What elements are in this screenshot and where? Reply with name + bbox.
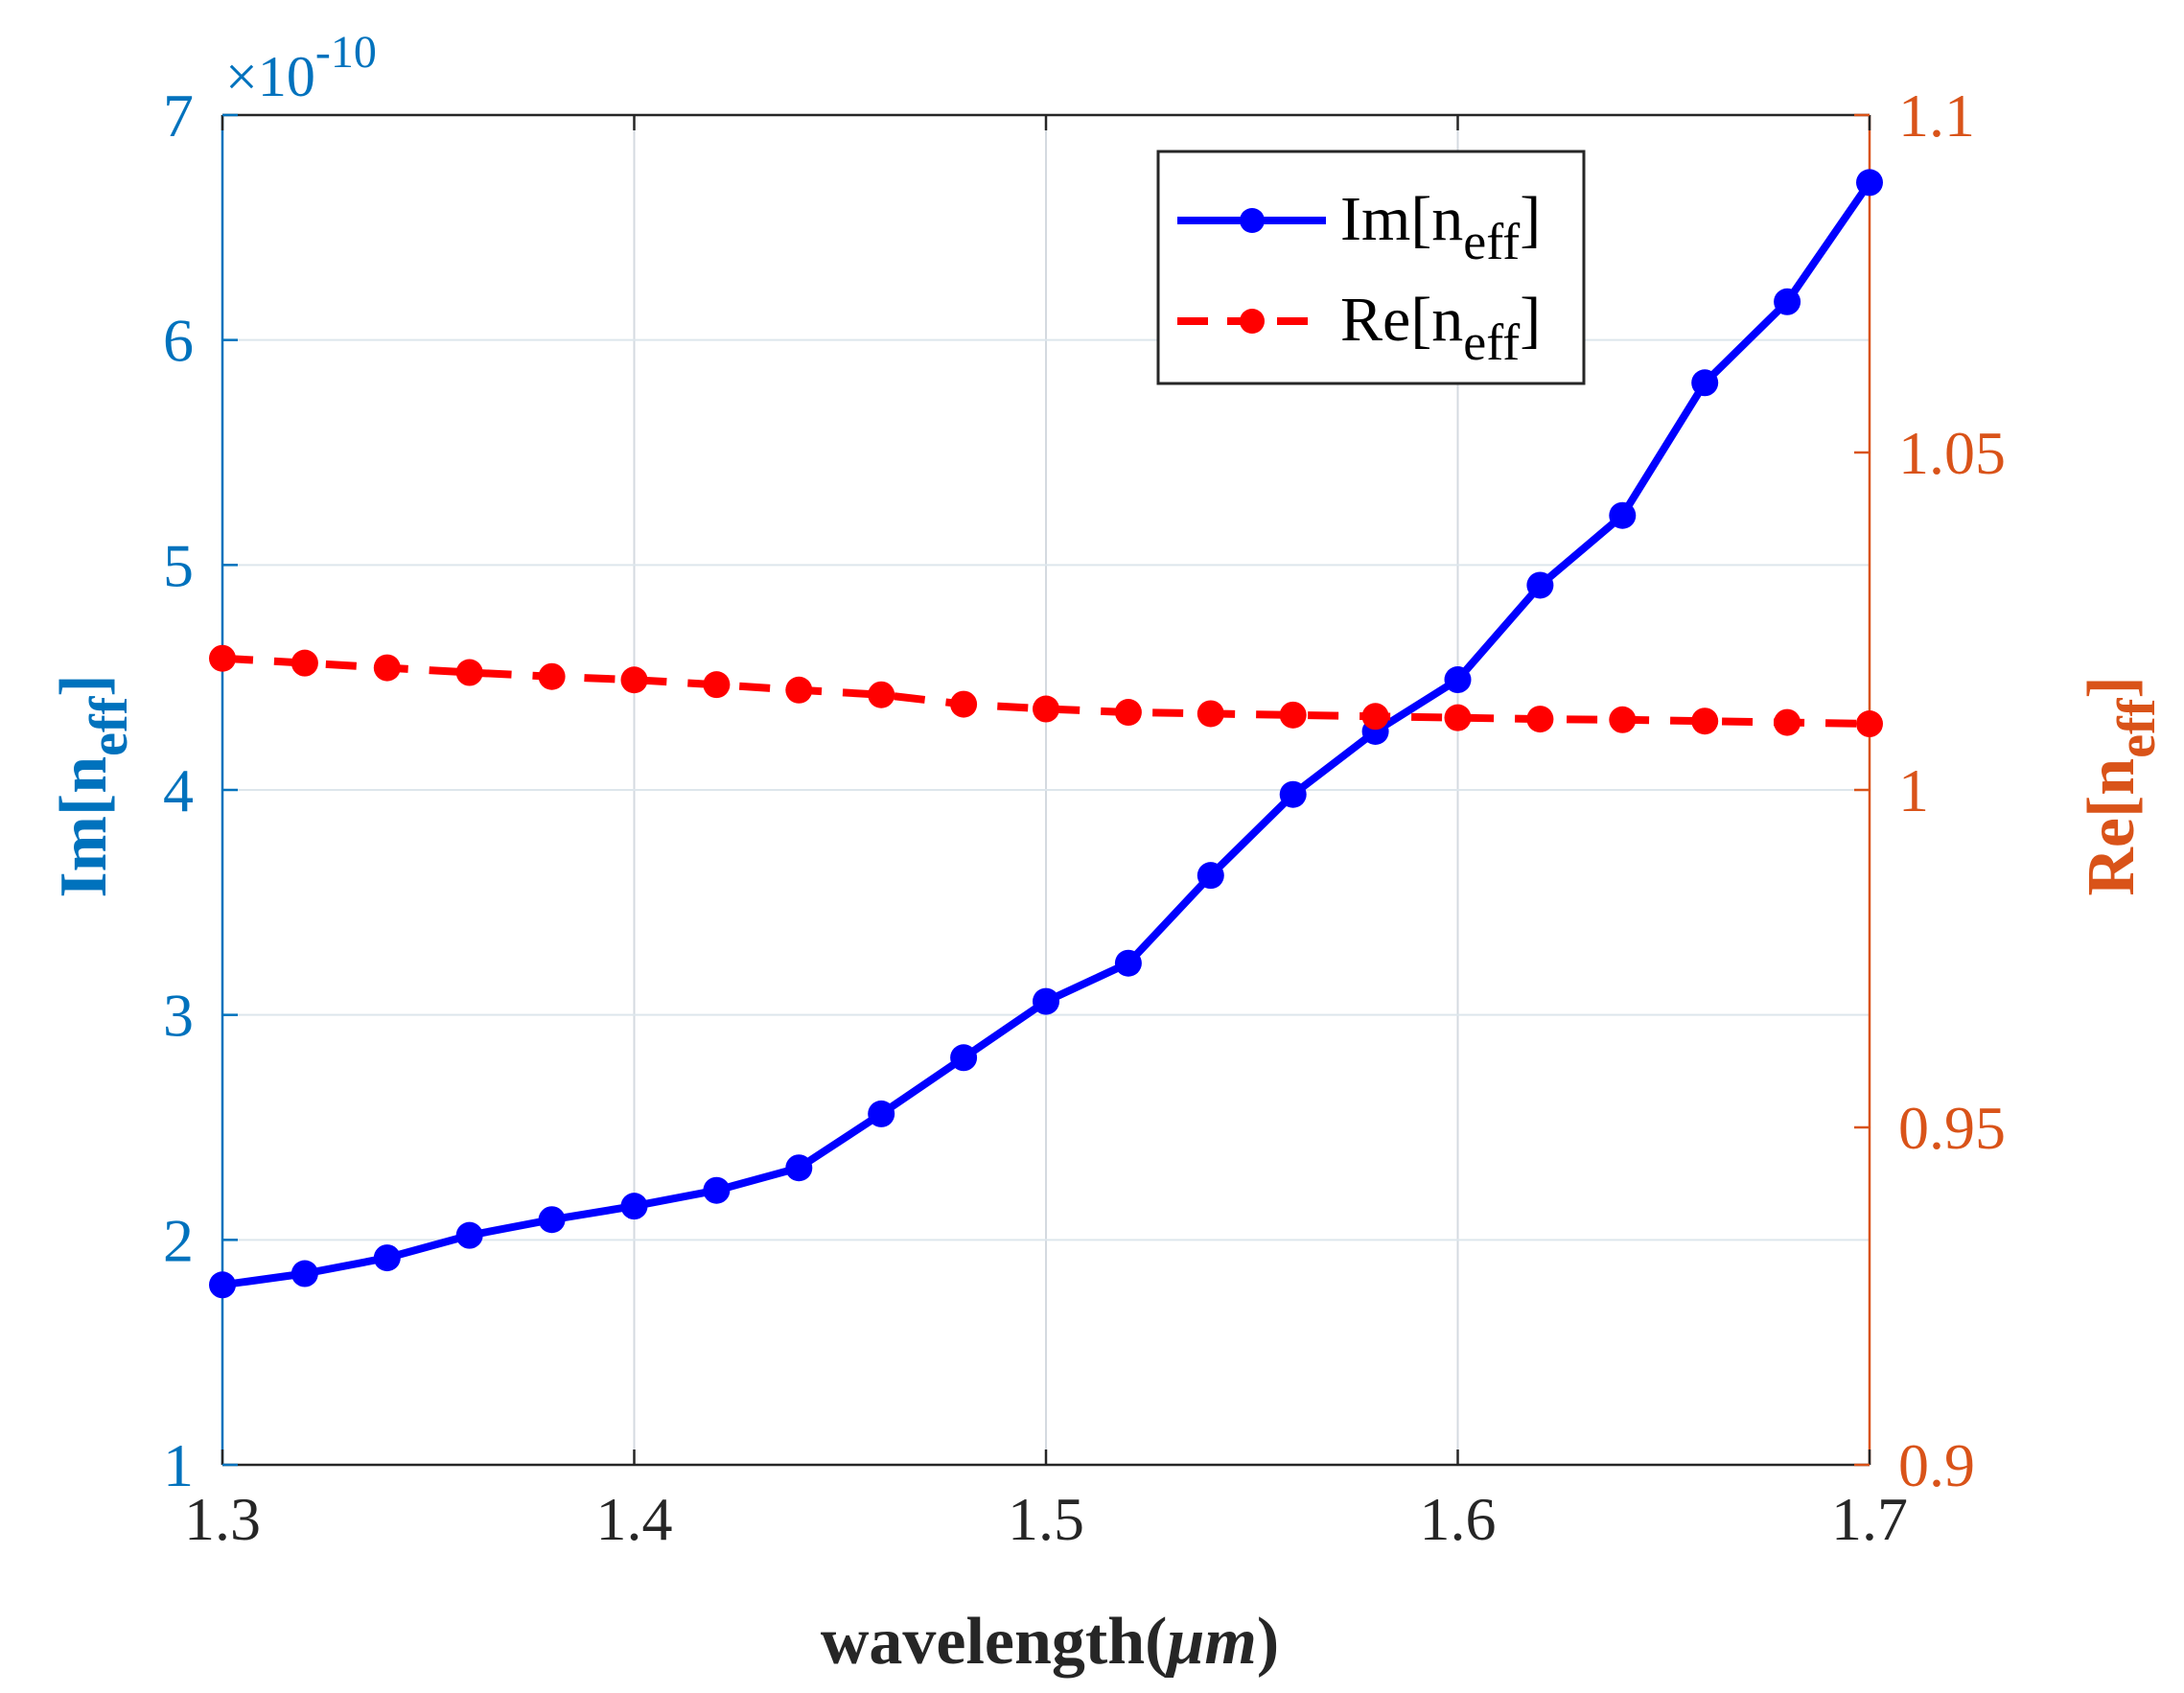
x-tick-label: 1.4	[596, 1485, 673, 1553]
y-left-title-close: ]	[47, 674, 121, 696]
x-title-unit: μm	[1164, 1605, 1256, 1679]
x-axis-title: wavelength(μm)	[821, 1605, 1279, 1679]
y-right-tick-label: 1	[1898, 756, 1929, 824]
re-neff-point	[209, 644, 236, 672]
im-neff-point	[950, 1044, 978, 1072]
re-neff-point	[950, 690, 978, 718]
x-title-text: wavelength(	[821, 1605, 1168, 1679]
im-neff-point	[455, 1221, 483, 1249]
y-left-tick-label: 2	[163, 1206, 194, 1274]
im-neff-point	[868, 1100, 895, 1127]
y-right-title-base: Re[n	[2075, 758, 2149, 896]
y-right-tick-label: 0.9	[1898, 1431, 1975, 1499]
x-title-close: )	[1257, 1605, 1279, 1679]
y-left-tick-label: 1	[163, 1431, 194, 1499]
im-neff-point	[538, 1206, 566, 1234]
re-neff-point	[1774, 708, 1801, 736]
im-neff-point	[785, 1154, 813, 1182]
im-neff-point	[1856, 169, 1883, 197]
legend-im-close: ]	[1520, 184, 1541, 254]
im-neff-point	[1033, 987, 1059, 1015]
im-neff-point	[1279, 780, 1307, 808]
x-tick-label: 1.6	[1420, 1485, 1497, 1553]
re-neff-point	[868, 681, 895, 708]
legend-re-marker	[1240, 309, 1265, 334]
y-left-tick-label: 5	[163, 531, 194, 599]
y-right-title-close: ]	[2075, 676, 2149, 698]
legend-re-label: Re[neff]	[1340, 285, 1541, 371]
re-neff-point	[373, 654, 401, 682]
x-tick-label: 1.3	[184, 1485, 261, 1553]
re-neff-point	[1197, 700, 1224, 728]
multiplier-base: ×10	[225, 45, 315, 108]
y-left-title-sub: eff	[80, 695, 139, 756]
re-neff-point	[703, 671, 731, 699]
multiplier-exponent: -10	[315, 27, 377, 78]
y-left-tick-label: 7	[163, 81, 194, 150]
legend-re-base: Re[n	[1340, 285, 1463, 355]
im-neff-point	[373, 1244, 401, 1272]
y-axis-right-title: Re[neff]	[2075, 676, 2167, 895]
y-left-tick-label: 3	[163, 982, 194, 1050]
re-neff-point	[538, 662, 566, 690]
re-neff-point	[1114, 699, 1142, 727]
re-neff-point	[1361, 703, 1389, 731]
im-neff-point	[1774, 288, 1801, 315]
re-neff-point	[1033, 695, 1059, 723]
legend-im-sub: eff	[1463, 213, 1520, 270]
legend-box	[1156, 150, 1586, 385]
re-neff-point	[620, 666, 648, 694]
legend-im-label: Im[neff]	[1340, 184, 1541, 270]
re-neff-point	[1279, 701, 1307, 729]
im-neff-point	[1609, 501, 1637, 529]
tick-labels: 1.3 1.4 1.5 1.6 1.7 1 2 3 4 5 6 7 0.9 0.95 1 1.05 1.1	[163, 81, 2006, 1553]
y-left-tick-label: 4	[163, 756, 194, 824]
axes	[221, 113, 1871, 1467]
im-neff-point	[1526, 571, 1554, 599]
plot-series	[209, 169, 1883, 1299]
x-tick-label: 1.5	[1008, 1485, 1084, 1553]
x-tick-label: 1.7	[1831, 1485, 1908, 1553]
y-axis-left-title: Im[neff]	[47, 674, 139, 897]
im-neff-point	[1444, 666, 1472, 694]
legend-im-base: Im[n	[1340, 184, 1463, 254]
re-neff-point	[785, 676, 813, 704]
im-neff-point	[703, 1176, 731, 1204]
legend-im-marker	[1240, 208, 1265, 233]
re-neff-point	[455, 659, 483, 686]
im-neff-point	[620, 1193, 648, 1220]
im-neff-point	[209, 1271, 236, 1299]
y-right-tick-label: 1.05	[1898, 419, 2006, 487]
legend: Im[neff] Re[neff]	[1156, 150, 1586, 385]
im-neff-point	[1197, 862, 1224, 890]
y-right-tick-label: 0.95	[1898, 1094, 2006, 1162]
left-axis-multiplier: ×10-10	[225, 27, 377, 108]
re-neff-point	[290, 649, 318, 677]
legend-re-close: ]	[1520, 285, 1541, 355]
re-neff-point	[1444, 704, 1472, 731]
y-right-title-sub: eff	[2107, 697, 2167, 758]
im-neff-point	[1114, 949, 1142, 977]
im-neff-point	[1691, 369, 1719, 397]
y-left-title-base: Im[n	[47, 756, 121, 898]
legend-re-sub: eff	[1463, 313, 1520, 371]
re-neff-point	[1691, 707, 1719, 735]
re-neff-point	[1856, 710, 1883, 738]
y-left-tick-label: 6	[163, 307, 194, 375]
re-neff-line	[221, 654, 1870, 728]
im-neff-point	[290, 1260, 318, 1287]
re-neff-point	[1609, 706, 1637, 733]
re-neff-point	[1526, 706, 1554, 733]
y-right-tick-label: 1.1	[1898, 81, 1975, 150]
